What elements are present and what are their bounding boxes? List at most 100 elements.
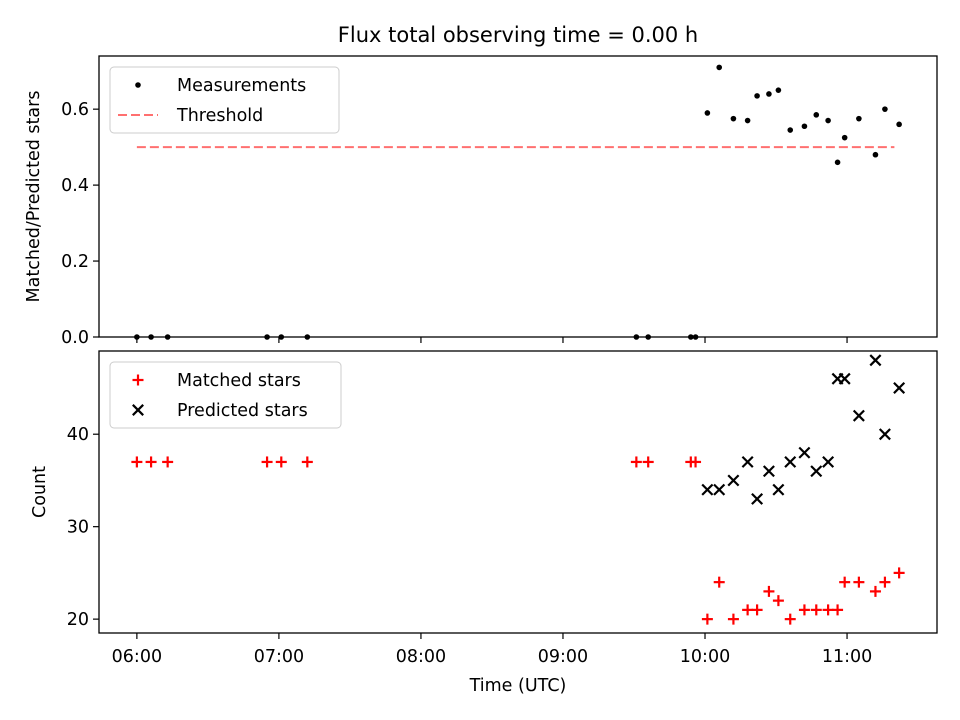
legend-swatch-matched-stars: [132, 374, 144, 386]
matched-stars-point: [145, 456, 157, 468]
legend-label-predicted-stars: Predicted stars: [177, 401, 308, 421]
predicted-stars-point: [751, 492, 764, 505]
matched-stars-point: [879, 576, 891, 588]
predicted-stars-point: [798, 446, 811, 459]
predicted-stars-point: [878, 428, 891, 441]
y-tick-label: 20: [67, 610, 89, 630]
predicted-stars-point: [727, 474, 740, 487]
matched-stars-point: [751, 604, 763, 616]
matched-stars-point: [832, 604, 844, 616]
legend: Measurements Threshold: [109, 66, 340, 134]
x-axis-label: Time (UTC): [469, 676, 567, 696]
predicted-stars-point: [701, 483, 714, 496]
measurements-point: [775, 87, 782, 93]
matched-stars-point: [131, 456, 143, 468]
measurements-point: [787, 127, 794, 133]
predicted-stars-point: [822, 455, 835, 468]
y-axis-label: Matched/Predicted stars: [24, 91, 44, 303]
matched-stars-point: [810, 604, 822, 616]
measurements-point: [813, 112, 820, 118]
predicted-stars-point-d2: [772, 483, 785, 496]
x-tick-label: 08:00: [396, 647, 446, 667]
legend-label-threshold: Threshold: [176, 106, 263, 126]
matched-stars-point: [690, 456, 702, 468]
matched-stars-point: [798, 604, 810, 616]
legend-box: [109, 66, 340, 134]
plot-frame-2: [98, 350, 938, 634]
y-tick-label: 30: [67, 518, 89, 538]
measurements-point: [841, 134, 848, 141]
y-axis-label: Count: [30, 466, 50, 518]
legend-box: [109, 361, 342, 429]
matched-stars-point: [630, 456, 642, 468]
measurements-point: [744, 117, 751, 124]
matched-stars-point: [784, 613, 796, 625]
predicted-stars-point-d2: [838, 372, 851, 385]
measurements-point: [856, 115, 862, 122]
predicted-stars-point: [772, 483, 785, 496]
x-tick-label: 10:00: [680, 647, 730, 667]
measurements-point: [872, 151, 879, 158]
predicted-stars-point-d2: [893, 382, 906, 394]
predicted-stars-point: [741, 455, 754, 468]
predicted-stars-point: [784, 455, 797, 468]
plot-frame-1: [98, 55, 938, 338]
measurements-point: [801, 123, 808, 130]
measurements-point: [704, 110, 711, 116]
chart-title: Flux total observing time = 0.00 h: [338, 23, 698, 47]
predicted-stars-point-d2: [852, 409, 865, 422]
measurements-point: [825, 117, 831, 124]
matched-stars-point: [713, 576, 725, 588]
y-tick-label: 0.0: [61, 328, 89, 348]
predicted-stars-point-d2: [727, 474, 740, 487]
predicted-stars-point-d2: [810, 465, 823, 478]
predicted-stars-point-d2: [798, 446, 811, 459]
predicted-stars-point-d2: [784, 455, 797, 468]
measurements-point: [882, 106, 888, 112]
matched-stars-point: [727, 613, 739, 625]
matched-stars-point: [642, 456, 654, 468]
predicted-stars-point-d2: [878, 428, 891, 441]
measurements-point: [716, 64, 723, 71]
predicted-stars-point-d2: [713, 483, 726, 496]
predicted-stars-point-d2: [741, 455, 754, 468]
predicted-stars-point-d2: [701, 483, 714, 496]
matched-stars-point: [822, 604, 834, 616]
predicted-stars-point: [893, 382, 906, 394]
predicted-stars-point-d2: [762, 465, 775, 478]
x-tick-label: 06:00: [112, 647, 162, 667]
matched-stars-point: [853, 576, 865, 588]
predicted-stars-point: [762, 465, 775, 478]
matched-stars-point: [701, 613, 713, 625]
predicted-stars-point-d2: [751, 492, 764, 505]
legend-swatch-measurements: [135, 82, 141, 88]
matched-stars-point: [869, 585, 881, 597]
matched-stars-point: [261, 456, 273, 468]
matched-stars-point: [772, 595, 784, 607]
measurements-point: [754, 93, 760, 99]
measurements-point: [766, 91, 772, 97]
x-tick-label: 07:00: [254, 647, 304, 667]
matched-stars-point: [763, 585, 775, 597]
predicted-stars-point-d2: [822, 455, 835, 468]
matched-stars-point: [893, 567, 905, 579]
legend-label-measurements: Measurements: [177, 76, 306, 96]
y-tick-label: 0.4: [61, 176, 89, 196]
predicted-stars-point: [810, 465, 823, 478]
matched-stars-point: [301, 456, 313, 468]
matched-stars-point: [162, 456, 174, 468]
legend: Matched stars Predicted stars: [109, 361, 342, 429]
y-tick-label: 0.6: [61, 100, 89, 120]
predicted-stars-point: [838, 372, 851, 385]
matched-stars-point: [275, 456, 287, 468]
predicted-stars-point-d2: [869, 354, 882, 367]
legend-label-matched-stars: Matched stars: [177, 371, 301, 391]
matched-stars-point: [742, 604, 754, 616]
predicted-stars-point: [869, 354, 882, 367]
legend-swatch-predicted-stars: [132, 404, 144, 416]
legend-swatch-predicted-stars-d2: [132, 404, 144, 416]
measurements-point: [896, 121, 902, 128]
predicted-stars-point: [852, 409, 865, 422]
x-tick-label: 09:00: [538, 647, 588, 667]
